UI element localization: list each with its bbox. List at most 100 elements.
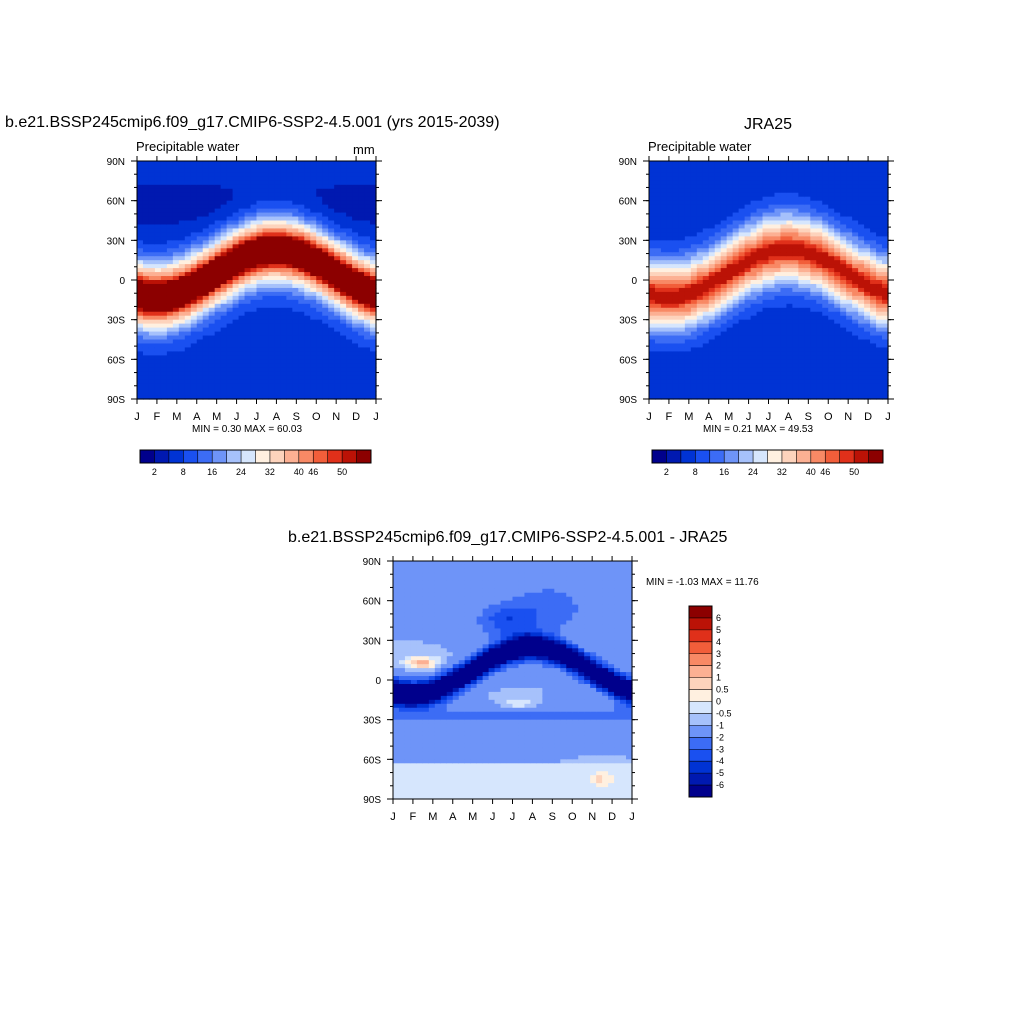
heatmap-cell	[774, 236, 782, 241]
heatmap-cell	[238, 367, 246, 372]
heatmap-cell	[708, 204, 716, 210]
heatmap-cell	[720, 315, 728, 321]
heatmap-cell	[202, 315, 210, 321]
heatmap-cell	[690, 200, 698, 206]
heatmap-cell	[364, 188, 371, 194]
heatmap-cell	[672, 343, 680, 349]
heatmap-cell	[756, 232, 764, 237]
heatmap-cell	[858, 276, 865, 281]
heatmap-cell	[756, 307, 764, 313]
heatmap-cell	[214, 240, 222, 245]
heatmap-cell	[310, 295, 317, 301]
heatmap-cell	[316, 220, 323, 226]
heatmap-cell	[696, 343, 704, 349]
heatmap-cell	[328, 172, 335, 178]
heatmap-cell	[666, 387, 674, 392]
heatmap-cell	[358, 287, 365, 293]
heatmap-cell	[292, 176, 299, 182]
heatmap-cell	[714, 212, 722, 218]
heatmap-cell	[166, 355, 174, 360]
heatmap-cell	[214, 244, 222, 249]
heatmap-cell	[232, 295, 240, 301]
heatmap-cell	[166, 240, 174, 245]
heatmap-cell	[852, 184, 859, 190]
heatmap-cell	[750, 359, 758, 364]
heatmap-cell	[852, 212, 859, 218]
heatmap-cell	[244, 319, 252, 325]
heatmap-cell	[262, 379, 270, 384]
heatmap-cell	[304, 323, 311, 329]
heatmap-cell	[828, 196, 835, 202]
heatmap-cell	[172, 216, 180, 222]
heatmap-cell	[786, 204, 793, 210]
heatmap-cell	[148, 276, 156, 281]
heatmap-cell	[322, 315, 329, 321]
heatmap-cell	[774, 395, 782, 400]
heatmap-cell	[364, 232, 371, 237]
heatmap-cell	[822, 244, 829, 249]
heatmap-cell	[702, 355, 710, 360]
heatmap-cell	[828, 359, 835, 364]
heatmap-cell	[846, 224, 853, 230]
heatmap-cell	[649, 287, 656, 293]
heatmap-cell	[666, 335, 674, 341]
heatmap-cell	[340, 268, 347, 273]
heatmap-cell	[292, 343, 299, 349]
heatmap-cell	[852, 200, 859, 206]
heatmap-cell	[196, 387, 204, 392]
heatmap-cell	[172, 383, 180, 388]
heatmap-cell	[370, 220, 377, 226]
heatmap-cell	[340, 391, 347, 396]
heatmap-cell	[870, 335, 877, 341]
heatmap-cell	[876, 184, 883, 190]
heatmap-cell	[876, 216, 883, 222]
heatmap-cell	[280, 371, 287, 376]
heatmap-cell	[684, 240, 692, 245]
heatmap-cell	[882, 188, 889, 194]
heatmap-cell	[672, 303, 680, 309]
heatmap-cell	[768, 299, 776, 305]
heatmap-cell	[226, 383, 234, 388]
heatmap-cell	[178, 236, 186, 241]
heatmap-cell	[810, 315, 817, 321]
heatmap-cell	[882, 307, 889, 313]
heatmap-cell	[340, 212, 347, 218]
heatmap-cell	[666, 327, 674, 333]
heatmap-cell	[684, 268, 692, 273]
heatmap-cell	[786, 387, 793, 392]
heatmap-cell	[714, 291, 722, 297]
heatmap-cell	[322, 248, 329, 253]
heatmap-cell	[352, 232, 359, 237]
heatmap-cell	[274, 347, 281, 352]
heatmap-cell	[274, 379, 281, 384]
heatmap-cell	[786, 319, 793, 325]
heatmap-cell	[678, 196, 686, 202]
heatmap-cell	[834, 192, 841, 198]
heatmap-cell	[750, 192, 758, 198]
heatmap-cell	[852, 236, 859, 241]
heatmap-cell	[190, 264, 198, 269]
heatmap-cell	[268, 220, 276, 226]
heatmap-cell	[148, 212, 156, 218]
heatmap-cell	[876, 351, 883, 356]
heatmap-cell	[786, 367, 793, 372]
heatmap-cell	[690, 216, 698, 222]
heatmap-cell	[828, 240, 835, 245]
heatmap-cell	[732, 252, 740, 257]
heatmap-cell	[870, 224, 877, 230]
heatmap-cell	[292, 335, 299, 341]
heatmap-cell	[268, 303, 276, 309]
heatmap-cell	[184, 256, 192, 261]
heatmap-cell	[738, 299, 746, 305]
heatmap-cell	[672, 315, 680, 321]
heatmap-cell	[352, 168, 359, 174]
heatmap-cell	[708, 355, 716, 360]
heatmap-cell	[172, 204, 180, 210]
heatmap-cell	[268, 161, 276, 166]
heatmap-cell	[244, 216, 252, 222]
heatmap-cell	[738, 287, 746, 293]
heatmap-cell	[166, 232, 174, 237]
heatmap-cell	[882, 204, 889, 210]
heatmap-cell	[732, 280, 740, 285]
heatmap-cell	[732, 168, 740, 174]
